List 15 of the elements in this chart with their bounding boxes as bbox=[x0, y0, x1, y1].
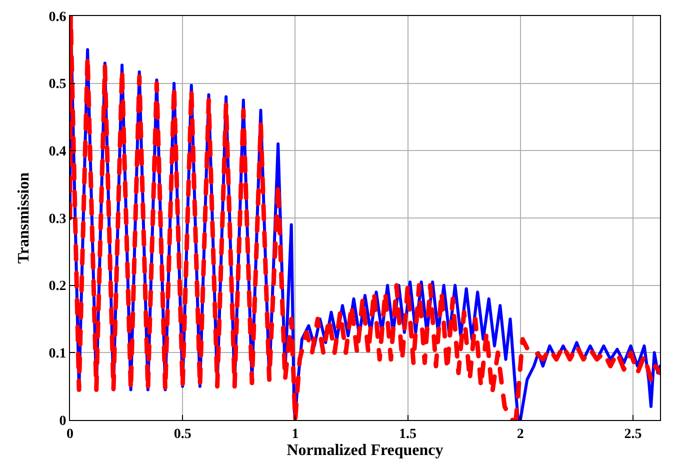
line-series bbox=[70, 16, 660, 420]
y-tick-label: 0.2 bbox=[48, 279, 66, 294]
y-tick-label: 0.6 bbox=[48, 10, 66, 25]
y-tick-label: 0.5 bbox=[48, 77, 66, 92]
x-axis-title: Normalized Frequency bbox=[286, 442, 444, 459]
x-tick-label: 1.5 bbox=[399, 426, 417, 442]
y-axis-title: Transmission bbox=[16, 172, 33, 264]
y-tick-label: 0.4 bbox=[48, 144, 66, 160]
y-tick-label: 0 bbox=[59, 414, 66, 429]
x-tick-label: 1 bbox=[292, 426, 299, 442]
y-tick-label: 0.3 bbox=[48, 212, 66, 227]
x-tick-label: 2 bbox=[516, 426, 524, 442]
x-tick-label: 2.5 bbox=[624, 426, 642, 442]
x-tick-label: 0.5 bbox=[174, 426, 192, 442]
y-tick-label: 0.1 bbox=[48, 346, 66, 362]
